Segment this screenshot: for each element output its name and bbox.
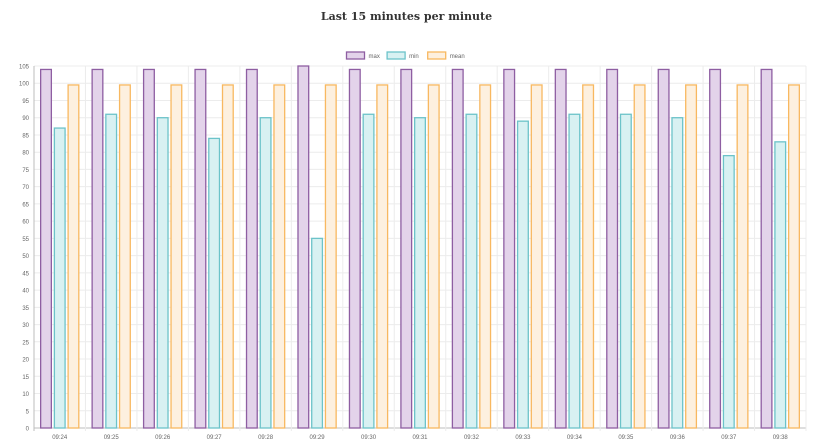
bar-mean [736,84,749,429]
y-tick-label: 40 [22,289,29,295]
y-tick-label: 0 [26,427,30,433]
y-tick-label: 35 [22,306,29,312]
bar-mean [582,84,595,429]
legend-label-mean: mean [450,54,465,60]
bar-mean [479,84,492,429]
x-tick-label: 09:31 [412,435,428,441]
bar-max [400,68,413,429]
x-tick-label: 09:24 [52,435,68,441]
bar-mean [273,84,286,429]
bar-max [554,68,567,429]
bar-max [91,68,104,429]
y-tick-label: 90 [22,116,29,122]
y-tick-label: 95 [22,99,29,105]
bar-max [40,68,53,429]
x-tick-label: 09:36 [670,435,686,441]
bar-max [348,68,361,429]
bar-max [297,65,310,429]
bar-max [657,68,670,429]
x-tick-label: 09:25 [104,435,120,441]
x-tick-label: 09:37 [721,435,737,441]
bar-min [774,141,787,429]
bar-min [259,117,272,429]
bar-min [208,137,221,429]
bar-min [722,154,735,429]
bar-max [451,68,464,429]
y-tick-label: 30 [22,323,29,329]
bar-mean [427,84,440,429]
y-tick-label: 15 [22,375,29,381]
bar-mean [376,84,389,429]
x-tick-label: 09:27 [207,435,223,441]
bar-min [53,127,66,429]
y-tick-label: 60 [22,220,29,226]
bar-mean [221,84,234,429]
y-tick-label: 80 [22,151,29,157]
y-tick-label: 45 [22,271,29,277]
bar-max [245,68,258,429]
x-tick-label: 09:28 [258,435,274,441]
x-tick-label: 09:26 [155,435,171,441]
bar-mean [324,84,337,429]
bar-max [194,68,207,429]
bar-min [516,120,529,429]
bar-min [156,117,169,429]
x-tick-label: 09:30 [361,435,377,441]
y-tick-label: 65 [22,202,29,208]
y-tick-label: 85 [22,133,29,139]
bar-max [606,68,619,429]
bar-max [709,68,722,429]
bar-mean [170,84,183,429]
bar-min [311,237,324,429]
bar-min [671,117,684,429]
legend-label-max: max [369,54,380,60]
x-tick-label: 09:33 [515,435,531,441]
bar-mean [530,84,543,429]
bar-min [568,113,581,429]
legend-label-min: min [409,54,419,60]
bar-min [413,117,427,429]
bar-max [760,68,773,429]
bar-mean [118,84,131,429]
y-tick-label: 75 [22,168,29,174]
x-tick-label: 09:38 [773,435,789,441]
y-tick-label: 10 [22,392,29,398]
legend-swatch-max [345,51,366,60]
bar-min [362,113,375,429]
bar-mean [67,84,80,429]
y-tick-label: 105 [19,65,30,71]
y-tick-label: 25 [22,340,29,346]
y-tick-label: 100 [19,82,30,88]
bar-max [142,68,155,429]
y-tick-label: 55 [22,237,29,243]
x-tick-label: 09:32 [464,435,480,441]
x-tick-label: 09:29 [310,435,326,441]
legend-swatch-min [386,51,406,60]
y-tick-label: 5 [26,409,30,415]
y-tick-label: 50 [22,254,29,260]
bar-mean [685,84,698,429]
bar-max [503,68,516,429]
chart-title: Last 15 minutes per minute [320,10,493,23]
x-tick-label: 09:35 [618,435,634,441]
bar-mean [633,84,646,429]
y-tick-label: 70 [22,185,29,191]
bar-min [619,113,632,429]
legend-swatch-mean [427,51,447,60]
bar-mean [787,84,800,429]
bar-min [465,113,478,429]
bar-min [105,113,118,429]
x-tick-label: 09:34 [567,435,583,441]
y-tick-label: 20 [22,358,29,364]
